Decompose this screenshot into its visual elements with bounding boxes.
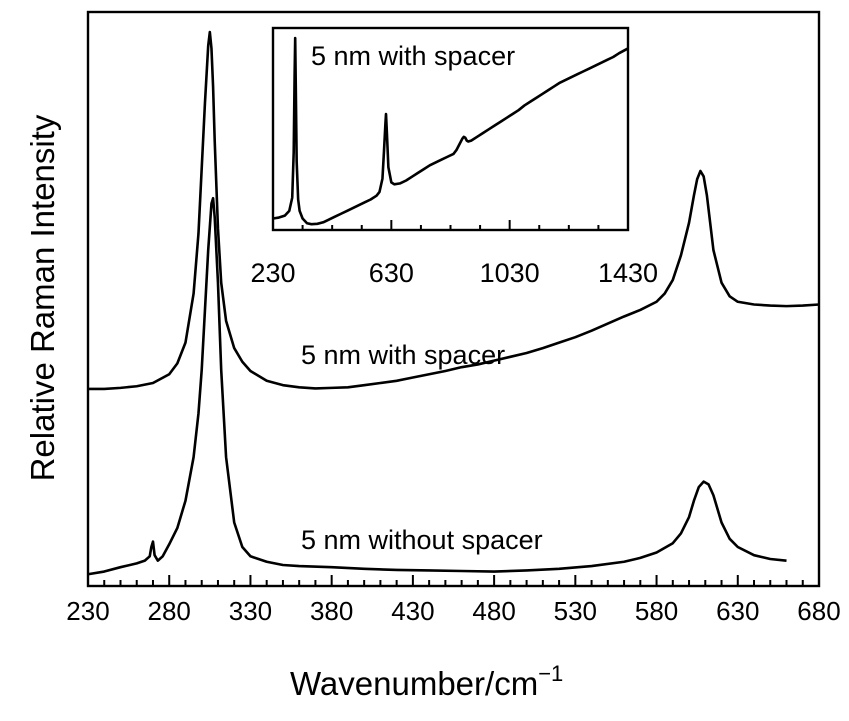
x-tick-label-280: 280 xyxy=(148,596,191,626)
inset-x-tick-label-1430: 1430 xyxy=(598,258,658,288)
main-curves xyxy=(87,30,820,576)
x-tick-label-680: 680 xyxy=(797,596,840,626)
series-5-nm-without-spacer xyxy=(87,196,787,576)
inset-frame xyxy=(271,26,630,232)
x-axis-title-superscript: −1 xyxy=(538,661,563,686)
x-axis-ticks xyxy=(87,575,820,586)
x-axis-tick-labels: 230 280 330 380 430 480 530 580 630 680 xyxy=(66,596,840,626)
x-tick-label-430: 430 xyxy=(391,596,434,626)
inset-x-tick-label-230: 230 xyxy=(250,258,295,288)
inset-x-tick-label-1030: 1030 xyxy=(480,258,540,288)
inset-x-axis-ticks xyxy=(272,220,629,230)
annotation-with-spacer: 5 nm with spacer xyxy=(301,340,505,370)
plot-frame xyxy=(86,10,821,588)
x-tick-label-380: 380 xyxy=(310,596,353,626)
y-axis-title: Relative Raman Intensity xyxy=(24,114,61,481)
x-tick-label-480: 480 xyxy=(472,596,515,626)
inset-x-tick-label-630: 630 xyxy=(369,258,414,288)
x-tick-label-330: 330 xyxy=(229,596,272,626)
inset-series-5-nm-with-spacer xyxy=(272,36,629,226)
series-5-nm-with-spacer xyxy=(88,30,820,391)
x-tick-label-630: 630 xyxy=(716,596,759,626)
inset-title: 5 nm with spacer xyxy=(311,41,515,71)
x-tick-label-580: 580 xyxy=(635,596,678,626)
annotation-without-spacer: 5 nm without spacer xyxy=(301,525,543,555)
x-axis-title-text: Wavenumber/cm xyxy=(290,665,538,702)
inset-curve xyxy=(272,36,629,226)
inset-chart: 5 nm with spacer 230 630 1030 1430 xyxy=(250,26,658,288)
inset-x-axis-tick-labels: 230 630 1030 1430 xyxy=(250,258,658,288)
x-tick-label-230: 230 xyxy=(66,596,109,626)
x-tick-label-530: 530 xyxy=(554,596,597,626)
x-axis-title: Wavenumber/cm−1 xyxy=(290,661,563,702)
